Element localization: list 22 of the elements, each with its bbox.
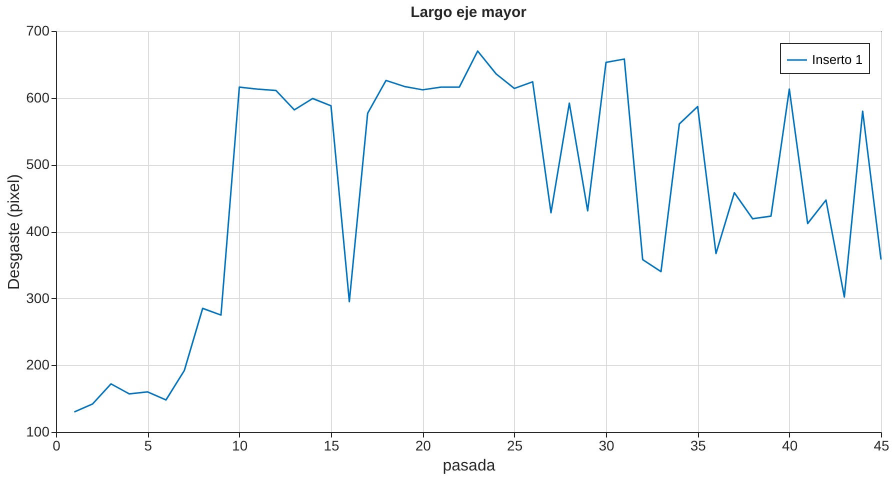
x-axis-title: pasada bbox=[442, 458, 496, 474]
y-tick-label: 600 bbox=[26, 89, 50, 106]
x-tick-label: 0 bbox=[52, 438, 61, 454]
y-tick-label: 700 bbox=[26, 22, 50, 38]
legend-label: Inserto 1 bbox=[812, 52, 863, 67]
x-tick-label: 10 bbox=[232, 438, 248, 454]
chart-title: Largo eje mayor bbox=[410, 4, 527, 21]
x-tick-label: 40 bbox=[782, 438, 798, 454]
x-tick-label: 5 bbox=[144, 438, 152, 454]
y-tick-label: 500 bbox=[26, 156, 50, 172]
y-axis-title: Desgaste (pixel) bbox=[6, 174, 24, 290]
y-tick-label: 400 bbox=[26, 223, 50, 239]
x-tick-label: 45 bbox=[874, 438, 890, 454]
y-tick-label: 200 bbox=[26, 356, 50, 373]
y-tick-label: 300 bbox=[26, 290, 50, 306]
x-tick-label: 20 bbox=[415, 438, 432, 454]
x-tick-label: 15 bbox=[324, 438, 340, 454]
x-tick-label: 25 bbox=[507, 438, 523, 454]
x-tick-label: 30 bbox=[598, 438, 614, 454]
y-tick-label: 100 bbox=[26, 424, 50, 440]
x-tick-label: 35 bbox=[690, 438, 706, 454]
line-series bbox=[74, 50, 882, 413]
